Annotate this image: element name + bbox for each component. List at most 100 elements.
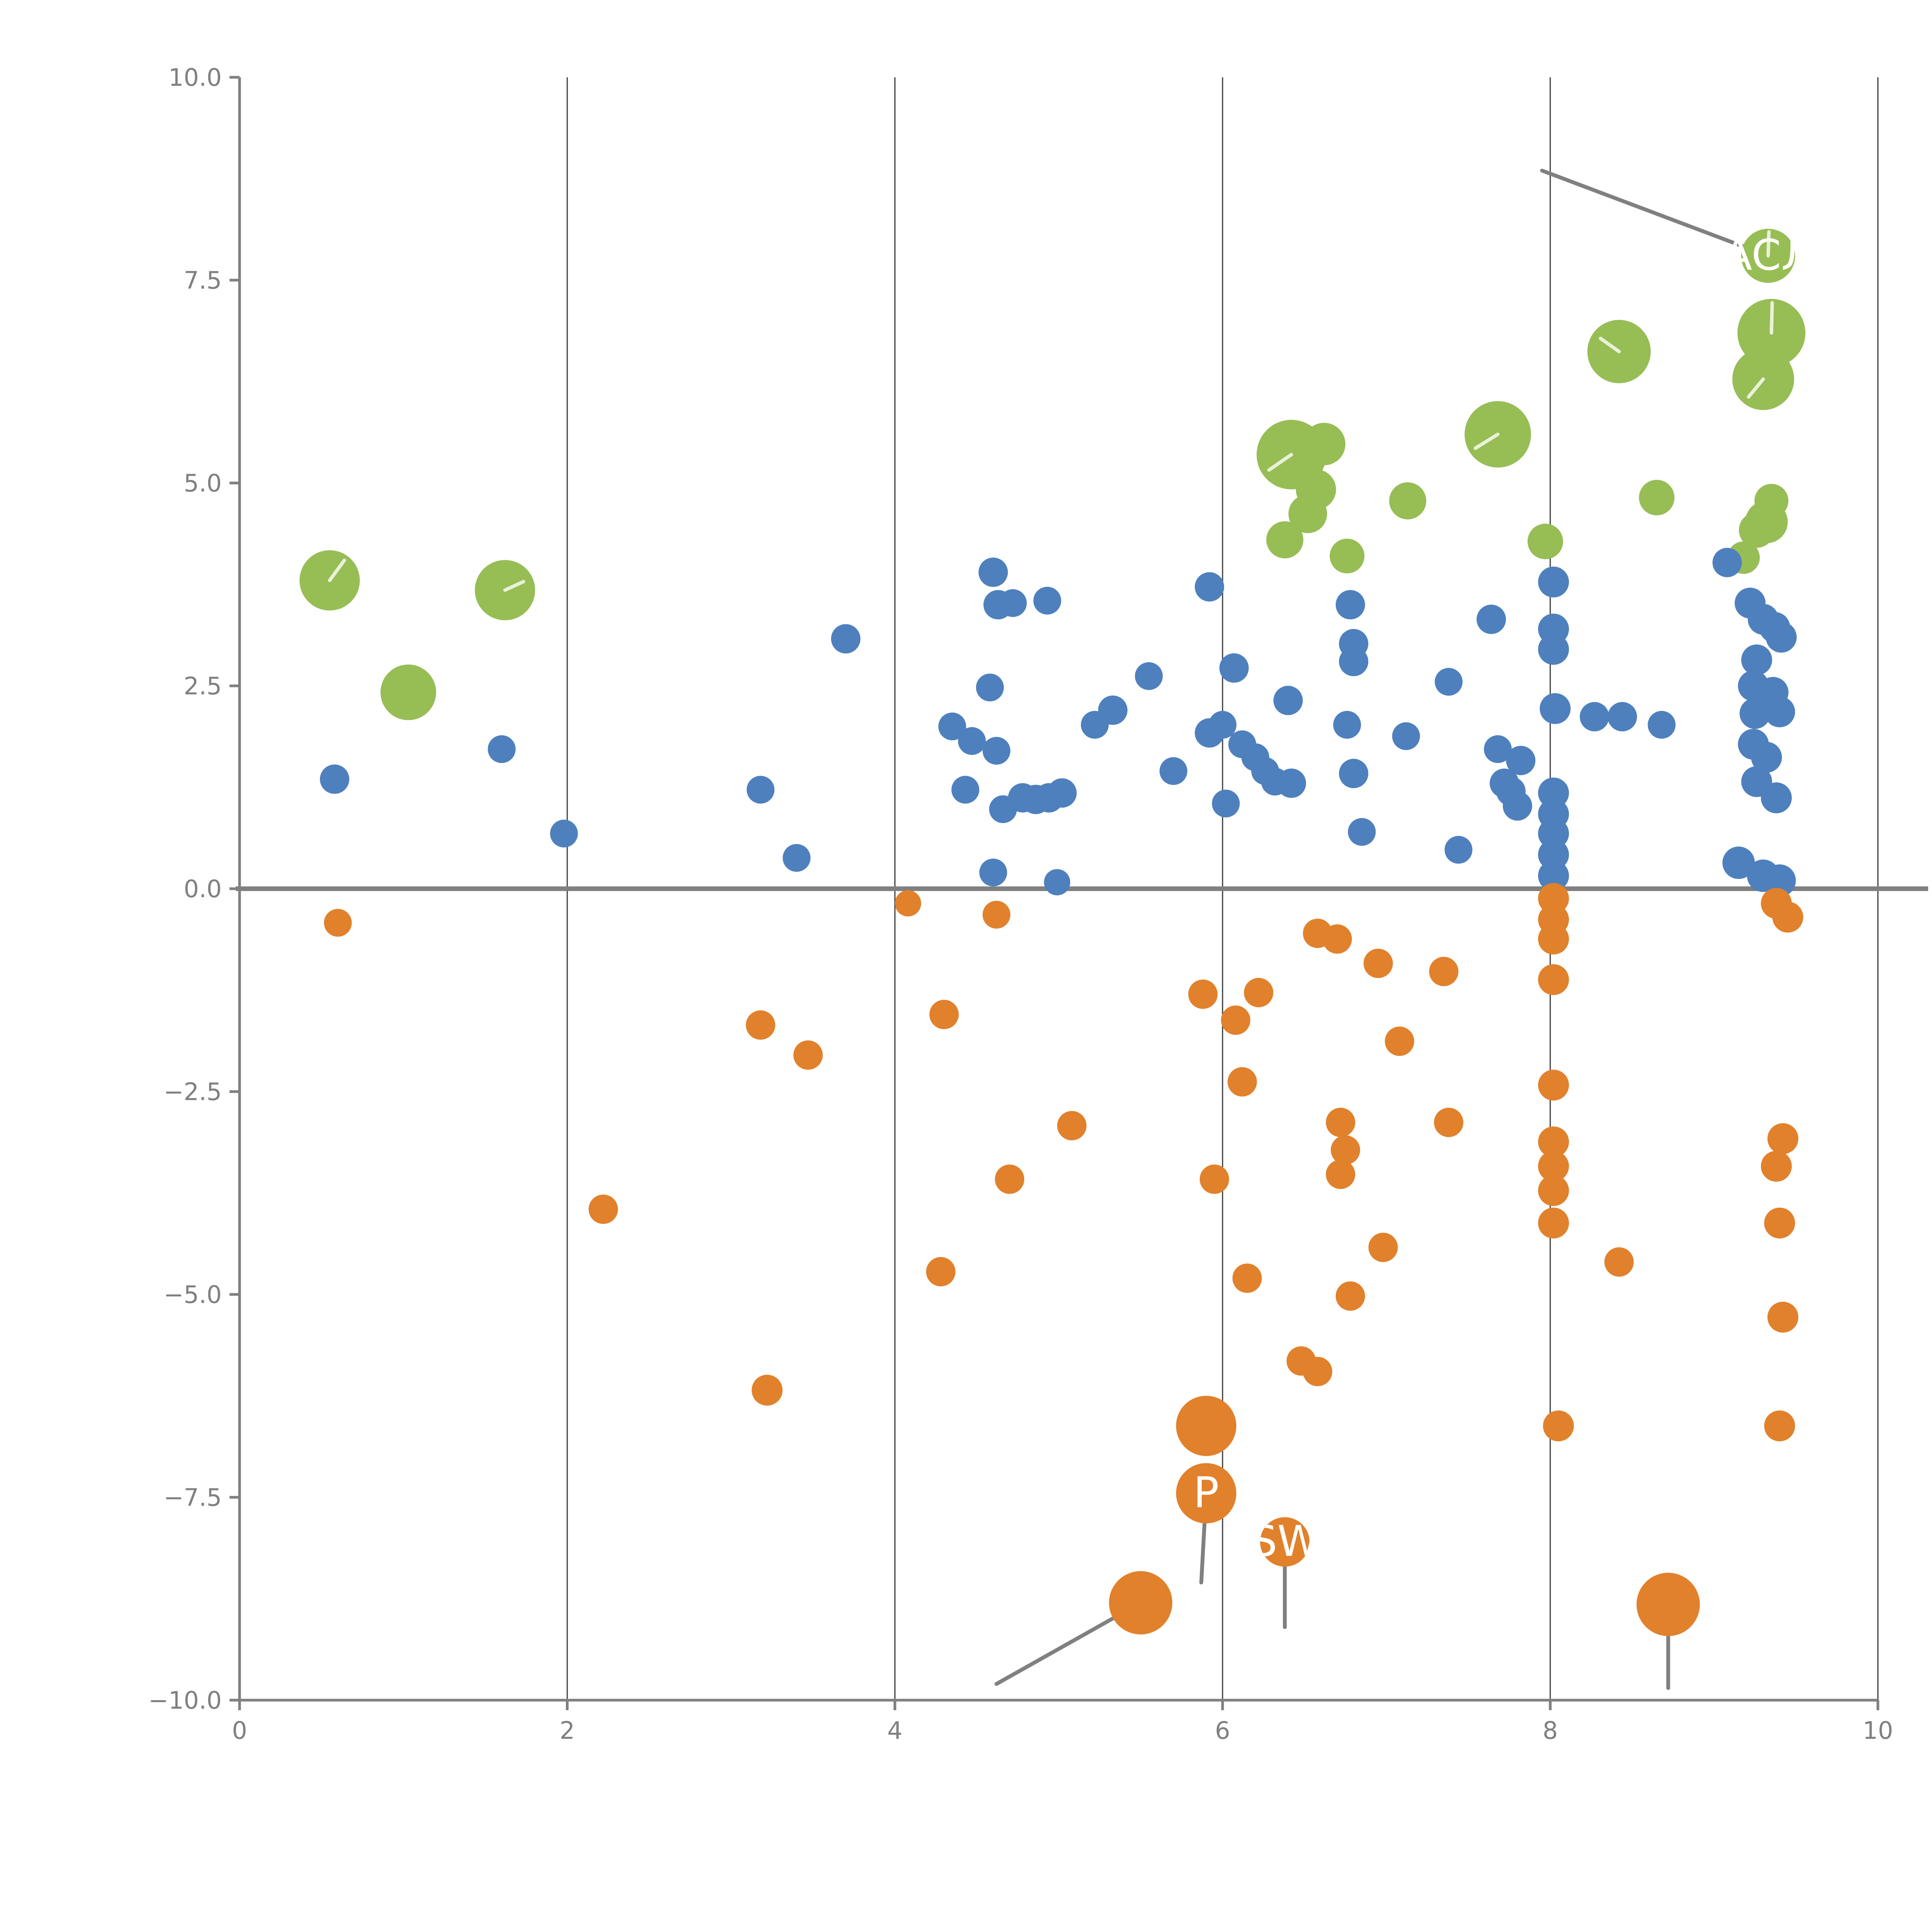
data-point-orange xyxy=(995,1164,1024,1194)
y-tick-label: 2.5 xyxy=(184,672,222,700)
data-point-orange xyxy=(1109,1571,1172,1634)
point-whisker xyxy=(1747,377,1765,399)
point-label: ACЛ xyxy=(1723,230,1813,280)
data-point-blue xyxy=(1135,662,1163,690)
data-point-blue xyxy=(1444,836,1473,864)
data-point-orange xyxy=(1772,901,1803,933)
y-axis-ticks: 10.0 7.5 5.0 2.5 0.0 −2.5 −5.0 −7.5 −10.0 xyxy=(148,63,240,1714)
point-whisker xyxy=(1267,453,1293,472)
data-point-orange xyxy=(1538,1175,1569,1206)
data-point-orange xyxy=(1604,1247,1634,1277)
point-whisker xyxy=(328,558,346,582)
data-point-blue xyxy=(1476,604,1506,634)
y-tick-label: 10.0 xyxy=(168,63,222,92)
data-point-orange xyxy=(1538,1208,1569,1239)
data-point-blue xyxy=(1047,778,1077,808)
data-point-blue xyxy=(1348,818,1376,846)
data-point-orange xyxy=(746,1010,776,1040)
data-point-blue xyxy=(1209,711,1236,739)
data-point-orange xyxy=(1543,1410,1574,1442)
data-point-orange xyxy=(324,909,352,937)
data-point-blue xyxy=(1539,693,1571,724)
data-point-orange xyxy=(1434,1107,1464,1137)
data-point-orange xyxy=(1303,1357,1332,1386)
point-label: P xyxy=(1193,1468,1219,1517)
data-point-blue xyxy=(1195,572,1225,602)
data-point-orange xyxy=(1538,1151,1569,1182)
data-point-blue xyxy=(488,735,516,763)
data-point-orange xyxy=(1363,949,1393,978)
data-point-orange xyxy=(793,1040,823,1070)
data-point-orange xyxy=(895,890,921,917)
data-point-blue xyxy=(978,558,1008,587)
data-point-orange xyxy=(1538,964,1569,995)
data-point-blue xyxy=(1044,869,1070,896)
data-point-blue xyxy=(320,764,349,794)
data-point-orange xyxy=(1761,1151,1792,1182)
data-point-blue xyxy=(1339,759,1369,788)
x-tick-label: 2 xyxy=(560,1716,575,1745)
data-point-blue xyxy=(1751,742,1782,773)
data-point-blue xyxy=(958,727,986,755)
data-point-blue xyxy=(1506,746,1536,776)
y-tick-label: 5.0 xyxy=(184,469,222,497)
data-point-blue xyxy=(938,713,966,740)
x-tick-label: 10 xyxy=(1863,1716,1893,1745)
data-point-green xyxy=(1303,423,1345,466)
data-point-green xyxy=(1288,494,1327,533)
data-point-blue xyxy=(1335,590,1365,619)
data-point-blue xyxy=(747,776,775,804)
data-point-orange xyxy=(1538,923,1569,955)
data-point-blue xyxy=(979,859,1007,886)
x-tick-label: 8 xyxy=(1543,1716,1558,1745)
data-point-blue xyxy=(1538,860,1569,891)
data-point-orange xyxy=(1057,1111,1087,1141)
data-point-green xyxy=(1639,480,1675,515)
y-tick-label: −5.0 xyxy=(163,1281,222,1309)
data-point-blue xyxy=(1722,846,1755,879)
y-tick-label: −2.5 xyxy=(163,1078,222,1106)
data-points xyxy=(299,229,1806,1636)
data-point-orange xyxy=(929,1000,959,1029)
data-point-orange xyxy=(1767,1301,1799,1333)
data-point-blue xyxy=(831,624,861,654)
data-point-blue xyxy=(1765,622,1797,653)
data-point-blue xyxy=(550,820,578,848)
data-point-green xyxy=(1266,521,1304,558)
data-point-orange xyxy=(982,901,1010,929)
x-tick-label: 4 xyxy=(887,1716,902,1745)
data-point-orange xyxy=(1636,1573,1700,1636)
data-point-blue xyxy=(976,673,1004,702)
data-point-orange xyxy=(1538,1126,1569,1158)
data-point-blue xyxy=(1764,696,1795,728)
data-point-orange xyxy=(1538,1070,1569,1101)
data-point-blue xyxy=(1392,722,1420,750)
point-whisker xyxy=(1599,337,1621,354)
data-point-blue xyxy=(1712,548,1742,577)
y-tick-label: −7.5 xyxy=(163,1483,222,1512)
data-point-blue xyxy=(1339,647,1369,676)
data-point-blue xyxy=(1159,757,1187,785)
data-point-orange xyxy=(1322,924,1352,954)
data-point-blue xyxy=(982,737,1010,765)
data-point-orange xyxy=(926,1257,956,1287)
data-point-orange xyxy=(1199,1164,1229,1194)
data-point-green xyxy=(1389,482,1427,520)
data-point-orange xyxy=(1335,1281,1365,1311)
data-point-blue xyxy=(782,844,811,872)
x-tick-label: 6 xyxy=(1215,1716,1230,1745)
y-tick-label: 0.0 xyxy=(184,875,222,903)
data-point-green xyxy=(1527,524,1563,560)
point-whisker xyxy=(1769,301,1774,335)
data-point-blue xyxy=(1607,702,1637,731)
data-point-blue xyxy=(1277,769,1306,798)
data-point-orange xyxy=(1368,1233,1398,1262)
data-point-blue xyxy=(1538,566,1569,598)
data-point-blue xyxy=(1219,653,1249,683)
data-point-blue xyxy=(999,589,1027,617)
point-labels: ACЛ P SW xyxy=(1193,230,1813,1566)
data-point-orange xyxy=(1232,1264,1262,1293)
data-point-orange xyxy=(1221,1005,1250,1035)
